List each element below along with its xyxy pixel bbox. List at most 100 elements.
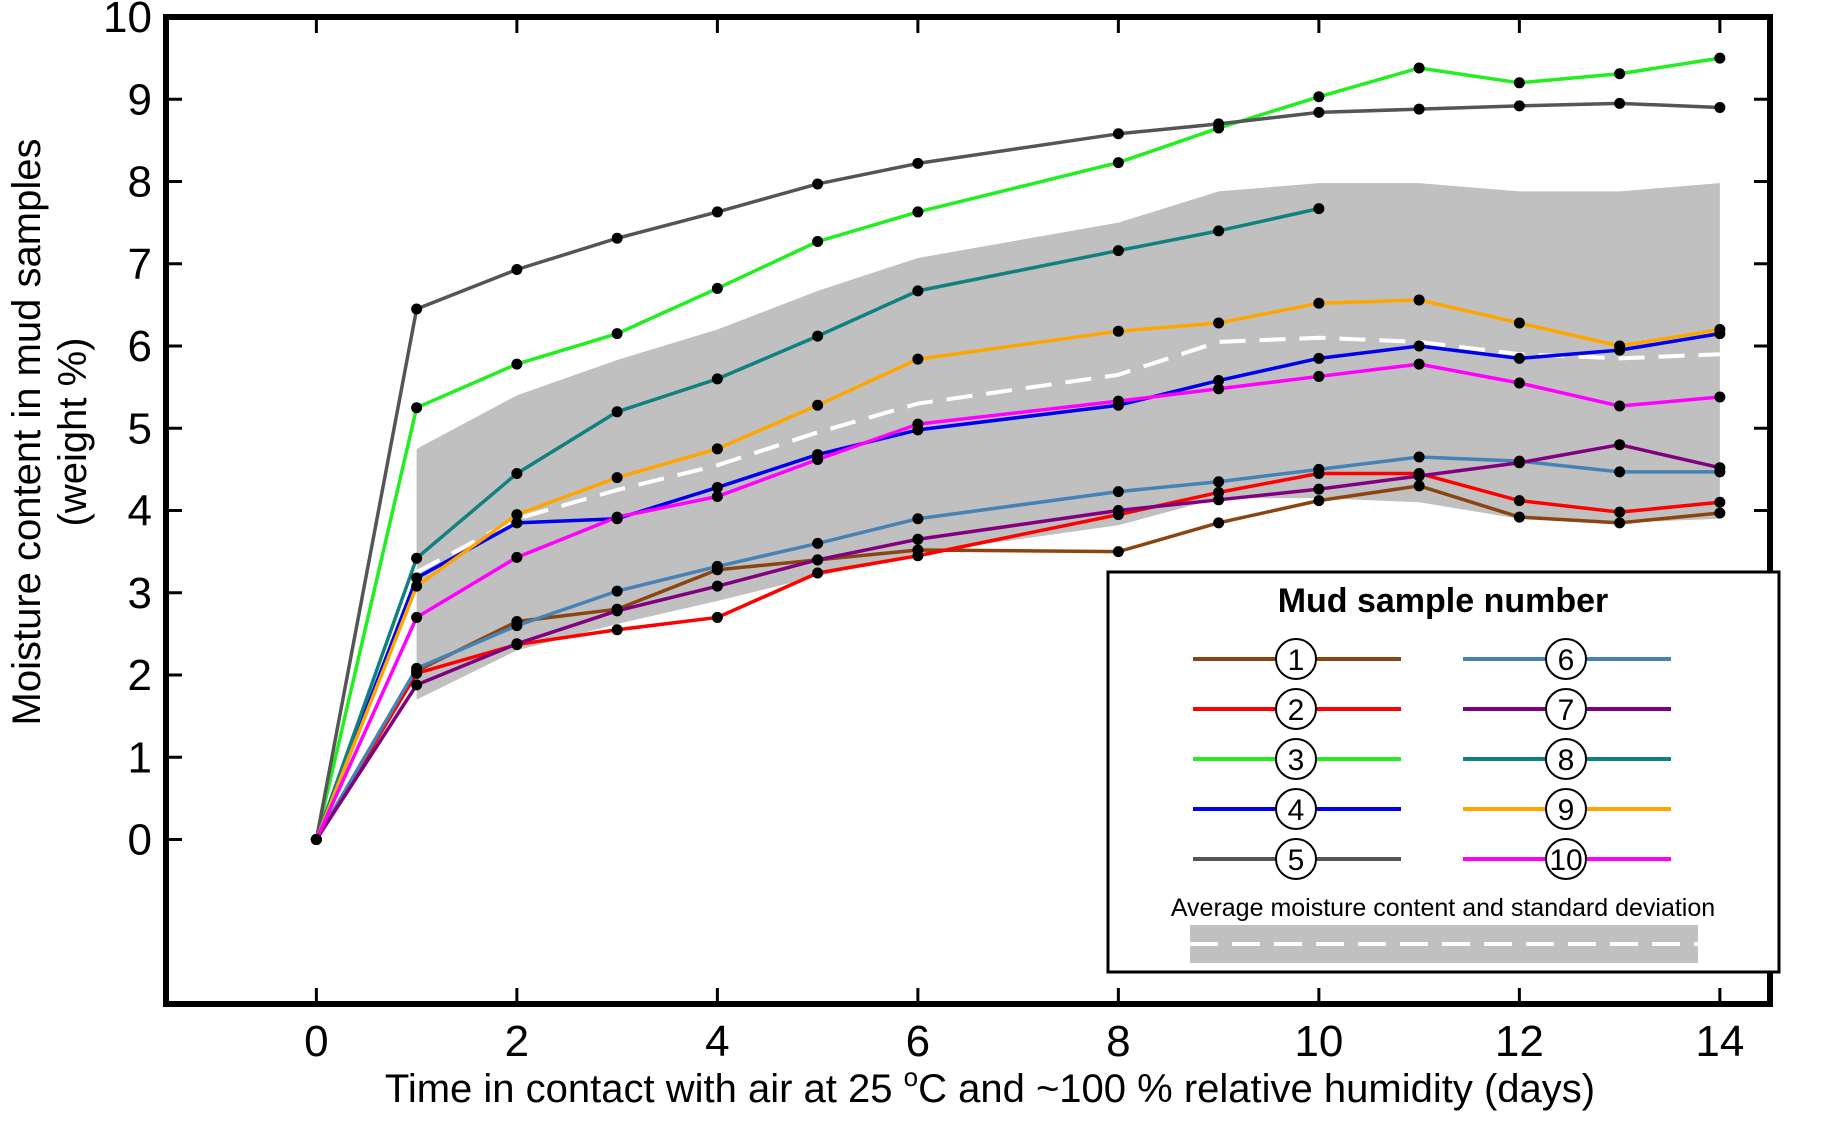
x-tick-label: 12	[1495, 1017, 1544, 1066]
legend-entry-3: 3	[1193, 738, 1401, 780]
series-5-point	[411, 303, 423, 315]
series-7-point	[411, 679, 423, 691]
series-9-point	[1513, 317, 1525, 329]
series-1-point	[1513, 511, 1525, 523]
series-2	[314, 471, 1721, 841]
series-3-point	[1614, 68, 1626, 80]
series-3-point	[912, 206, 924, 218]
series-10-point	[1112, 395, 1124, 407]
series-6-point	[1313, 463, 1325, 475]
series-4-point	[511, 517, 523, 529]
x-tick-label: 10	[1294, 1017, 1343, 1066]
series-7-point	[1413, 470, 1425, 482]
y-tick-label: 0	[128, 816, 152, 865]
series-2-point	[912, 550, 924, 562]
series-7-point	[611, 605, 623, 617]
legend-entry-10: 10	[1463, 838, 1671, 880]
series-5-point	[1513, 100, 1525, 112]
y-tick-label: 10	[103, 0, 152, 42]
series-10-points	[310, 358, 1726, 845]
series-2-point	[1513, 495, 1525, 507]
series-1-point	[1213, 517, 1225, 529]
legend-entry-9: 9	[1463, 788, 1671, 830]
series-10-point	[1614, 400, 1626, 412]
series-8-line	[314, 206, 1320, 841]
series-1-point	[1614, 517, 1626, 529]
series-10-line	[314, 362, 1721, 841]
series-6-point	[611, 585, 623, 597]
series-6-point	[912, 513, 924, 525]
legend-number-circle	[1545, 638, 1587, 680]
series-3-point	[1714, 52, 1726, 64]
series-2-point	[611, 624, 623, 636]
series-10-point	[511, 551, 523, 563]
series-4-point	[1213, 375, 1225, 387]
legend-entry-4: 4	[1193, 788, 1401, 830]
series-5-line	[314, 101, 1720, 840]
series-6-point	[711, 560, 723, 572]
series-5-point	[511, 264, 523, 276]
series-3-point	[812, 236, 824, 248]
legend-box	[1106, 570, 1781, 974]
legend-title: Mud sample number	[1278, 582, 1609, 620]
series-10-point	[1714, 391, 1726, 403]
legend-number: 3	[1288, 744, 1305, 777]
x-tick-label: 0	[304, 1017, 328, 1066]
series-7-point	[1714, 462, 1726, 474]
series-1-point	[1313, 495, 1325, 507]
series-5-point	[1714, 101, 1726, 113]
series-8-point	[611, 406, 623, 418]
series-6-point	[812, 537, 824, 549]
series-9-point	[1213, 317, 1225, 329]
series-8-point	[711, 373, 723, 385]
series-1-point	[1714, 507, 1726, 519]
series-7	[314, 442, 1721, 841]
series-9-point	[812, 399, 824, 411]
y-tick-label: 4	[128, 487, 152, 536]
series-5-point	[812, 178, 824, 190]
y-tick-label: 7	[128, 240, 152, 289]
series-8-point	[912, 285, 924, 297]
x-tick-label: 4	[705, 1017, 729, 1066]
series-3-point	[611, 328, 623, 340]
series-6-line	[314, 455, 1720, 841]
series-6-point	[1112, 486, 1124, 498]
series-10-point	[812, 454, 824, 466]
legend-entry-1: 1	[1193, 638, 1401, 680]
y-tick-label: 9	[128, 75, 152, 124]
series-6	[314, 455, 1720, 841]
legend-number-circle	[1275, 788, 1317, 830]
series-9-points	[310, 294, 1726, 845]
series-10-point	[411, 611, 423, 623]
legend-entries: 1 2 3 4 5 6 7 8 9 10	[1193, 638, 1671, 880]
legend-number-circle	[1545, 788, 1587, 830]
series-9-point	[912, 353, 924, 365]
series-5-point	[611, 232, 623, 244]
series-5-point	[1313, 106, 1325, 118]
legend-number: 10	[1549, 844, 1582, 877]
series-5-point	[1112, 128, 1124, 140]
series-1-point	[1413, 480, 1425, 492]
series-5-points	[310, 97, 1726, 845]
series-7-point	[1112, 505, 1124, 516]
series-7-point	[1313, 483, 1325, 495]
legend-number-circle	[1545, 688, 1587, 730]
y-tick-label: 3	[128, 569, 152, 618]
series-8	[314, 206, 1320, 841]
series-7-line	[314, 442, 1721, 841]
legend-number: 9	[1558, 794, 1575, 827]
y-tick-label: 5	[128, 404, 152, 453]
y-axis-title-line1: Moisture content in mud samples	[5, 139, 49, 726]
series-3	[314, 56, 1721, 840]
series-2-line	[314, 471, 1721, 841]
series-7-point	[1513, 457, 1525, 469]
series-3-point	[1112, 157, 1124, 169]
series-10-point	[611, 511, 623, 523]
series-9-line	[314, 298, 1721, 841]
series-9-point	[1112, 325, 1124, 337]
y-axis-title-line2: (weight %)	[51, 338, 95, 527]
legend-number: 4	[1288, 794, 1305, 827]
series-7-point	[912, 533, 924, 545]
series-5-point	[1614, 97, 1626, 109]
